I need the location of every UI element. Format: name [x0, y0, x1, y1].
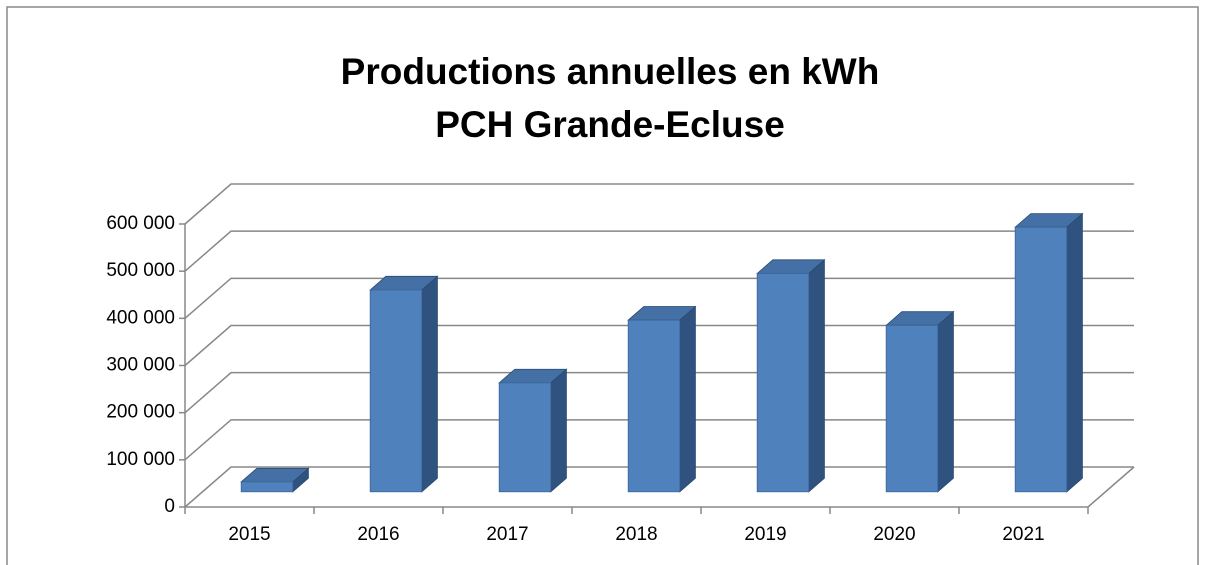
grid-line — [184, 419, 1134, 461]
x-tick-label: 2015 — [228, 524, 270, 545]
grid-line — [184, 324, 1134, 367]
grid-line — [184, 183, 1134, 225]
bar — [1014, 226, 1068, 493]
bar-side — [550, 368, 567, 493]
bar — [369, 289, 423, 493]
bar — [885, 324, 939, 493]
chart-title: Productions annuelles en kWh — [341, 51, 880, 92]
x-tick-label: 2018 — [615, 524, 657, 545]
y-tick-label: 200 000 — [106, 402, 175, 423]
bar-side — [937, 310, 954, 493]
bar — [627, 319, 681, 493]
chart-frame — [6, 6, 1199, 565]
x-tick-label: 2020 — [873, 524, 915, 545]
y-tick-label: 600 000 — [106, 213, 175, 234]
x-tick-label: 2016 — [357, 524, 399, 545]
y-tick-label: 100 000 — [106, 449, 175, 470]
bar — [498, 382, 552, 493]
y-tick-label: 500 000 — [106, 260, 175, 281]
chart-subtitle: PCH Grande-Ecluse — [435, 104, 785, 145]
x-tick-label: 2017 — [486, 524, 528, 545]
grid-line — [184, 277, 1134, 319]
y-tick-label: 300 000 — [106, 355, 175, 376]
y-tick-label: 0 — [164, 496, 175, 517]
x-tick-label: 2021 — [1002, 524, 1044, 545]
bar-side — [808, 258, 825, 493]
bar-side — [1066, 212, 1083, 493]
grid-line — [184, 371, 1134, 414]
grid-line — [184, 230, 1134, 272]
bar — [240, 481, 294, 493]
y-tick-label: 400 000 — [106, 307, 175, 328]
bar-side — [679, 305, 696, 493]
bar — [756, 273, 810, 493]
grid-line — [184, 466, 1134, 508]
bar-side — [421, 275, 438, 493]
x-tick-label: 2019 — [744, 524, 786, 545]
